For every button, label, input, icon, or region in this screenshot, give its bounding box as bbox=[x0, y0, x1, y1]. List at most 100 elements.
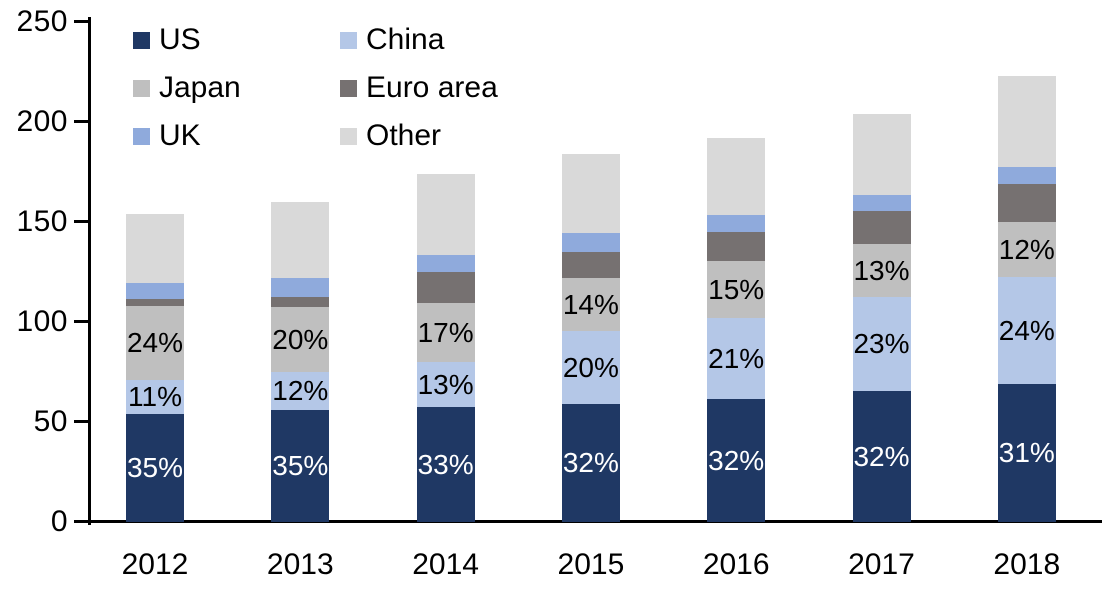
bar-segment-japan bbox=[561, 278, 620, 331]
y-tick-label: 150 bbox=[16, 205, 68, 238]
bar-segment-japan bbox=[997, 222, 1056, 277]
y-axis-line bbox=[88, 17, 91, 525]
bar-segment-uk bbox=[707, 215, 766, 232]
bar-value-label: 12% bbox=[998, 233, 1055, 265]
legend-entry-uk: UK bbox=[133, 119, 201, 153]
bar-segment-euro-area bbox=[852, 211, 911, 244]
legend-swatch-icon bbox=[133, 79, 150, 97]
bar-value-label: 24% bbox=[998, 314, 1055, 346]
bar-segment-other bbox=[271, 202, 330, 278]
x-tick-label: 2016 bbox=[702, 548, 770, 581]
bar-value-label: 13% bbox=[417, 368, 474, 400]
bar-segment-us bbox=[561, 404, 620, 522]
bar-segment-japan bbox=[416, 303, 475, 362]
legend-label: US bbox=[159, 23, 201, 56]
bar-segment-euro-area bbox=[561, 252, 620, 278]
bar-segment-us bbox=[271, 410, 330, 522]
bar-value-label: 11% bbox=[128, 381, 182, 412]
x-tick-label: 2015 bbox=[557, 548, 625, 581]
bar-segment-uk bbox=[126, 283, 184, 299]
bar-segment-euro-area bbox=[126, 299, 184, 306]
legend-entry-china: China bbox=[340, 23, 444, 57]
bar-value-label: 23% bbox=[853, 328, 910, 359]
legend-swatch-icon bbox=[133, 31, 150, 49]
legend-swatch-icon bbox=[340, 127, 357, 145]
bar-value-label: 14% bbox=[562, 288, 619, 320]
bar-segment-uk bbox=[852, 195, 911, 211]
bar-value-label: 20% bbox=[562, 351, 619, 383]
legend-swatch-icon bbox=[133, 127, 150, 145]
bar-value-label: 35% bbox=[126, 452, 184, 483]
bar-segment-euro-area bbox=[416, 272, 475, 303]
bar-segment-japan bbox=[126, 306, 184, 380]
legend-label: Other bbox=[366, 119, 442, 152]
legend-label: China bbox=[366, 23, 445, 56]
legend-entry-euro-area: Euro area bbox=[340, 71, 498, 105]
bar-segment-china bbox=[707, 318, 766, 399]
legend-entry-other: Other bbox=[340, 119, 441, 153]
bar-value-label: 15% bbox=[708, 273, 765, 305]
bar-segment-china bbox=[852, 297, 911, 391]
bar-segment-china bbox=[271, 372, 330, 410]
bar-segment-us bbox=[416, 407, 475, 522]
bar-segment-china bbox=[997, 277, 1056, 384]
bar-segment-uk bbox=[271, 278, 330, 297]
x-tick-label: 2017 bbox=[848, 548, 915, 581]
legend-label: Euro area bbox=[366, 71, 498, 104]
bar-segment-uk bbox=[416, 255, 475, 272]
bar-value-label: 13% bbox=[853, 254, 910, 286]
legend-label: Japan bbox=[159, 71, 241, 104]
y-tick-mark bbox=[74, 420, 88, 423]
x-tick-label: 2018 bbox=[993, 548, 1061, 581]
bar-segment-euro-area bbox=[271, 297, 330, 307]
bar-segment-china bbox=[561, 331, 620, 404]
bar-segment-japan bbox=[707, 261, 766, 318]
bar-value-label: 20% bbox=[272, 323, 329, 355]
y-tick-mark bbox=[74, 520, 88, 523]
x-tick-label: 2014 bbox=[412, 548, 479, 581]
bar-segment-uk bbox=[997, 167, 1056, 184]
bar-value-label: 31% bbox=[998, 437, 1055, 468]
bar-segment-us bbox=[997, 384, 1056, 522]
bar-segment-china bbox=[126, 380, 184, 414]
bar-value-label: 24% bbox=[126, 327, 184, 358]
bar-value-label: 32% bbox=[562, 447, 619, 478]
y-tick-label: 0 bbox=[50, 505, 68, 538]
bar-segment-other bbox=[997, 76, 1056, 167]
bar-value-label: 32% bbox=[708, 444, 765, 476]
bar-value-label: 12% bbox=[272, 375, 329, 406]
bar-value-label: 17% bbox=[417, 316, 474, 348]
bar-segment-china bbox=[416, 362, 475, 407]
bar-segment-us bbox=[126, 414, 184, 522]
y-tick-mark bbox=[74, 320, 88, 323]
bar-value-label: 35% bbox=[272, 450, 329, 481]
y-tick-mark bbox=[74, 220, 88, 223]
y-tick-label: 250 bbox=[16, 5, 68, 38]
bar-value-label: 32% bbox=[853, 440, 910, 472]
bar-segment-other bbox=[416, 174, 475, 255]
x-tick-label: 2012 bbox=[121, 548, 189, 581]
legend-label: UK bbox=[159, 119, 201, 152]
legend-entry-japan: Japan bbox=[133, 71, 241, 105]
bar-segment-euro-area bbox=[997, 184, 1056, 222]
x-tick-label: 2013 bbox=[266, 548, 334, 581]
bar-value-label: 33% bbox=[417, 448, 474, 480]
bar-segment-japan bbox=[271, 307, 330, 372]
y-tick-label: 50 bbox=[33, 405, 68, 438]
bar-segment-us bbox=[707, 399, 766, 522]
bar-segment-other bbox=[561, 154, 620, 233]
bar-segment-other bbox=[126, 214, 184, 283]
y-tick-mark bbox=[74, 20, 88, 23]
bar-segment-us bbox=[852, 391, 911, 522]
legend-swatch-icon bbox=[340, 31, 357, 49]
bar-segment-euro-area bbox=[707, 232, 766, 261]
bar-segment-uk bbox=[561, 233, 620, 252]
legend-swatch-icon bbox=[340, 79, 357, 97]
bar-segment-other bbox=[707, 138, 766, 215]
y-tick-label: 200 bbox=[16, 105, 68, 138]
legend-entry-us: US bbox=[133, 23, 201, 57]
bar-value-label: 21% bbox=[708, 342, 765, 374]
bar-segment-japan bbox=[852, 244, 911, 297]
y-tick-label: 100 bbox=[16, 305, 68, 338]
